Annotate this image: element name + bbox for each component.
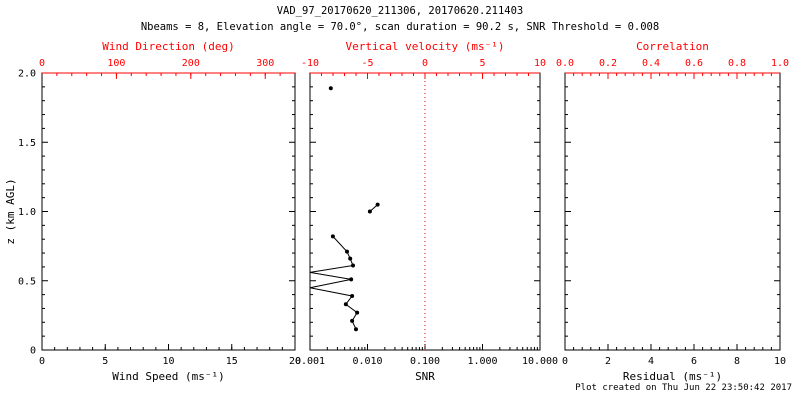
x-axis-top-snr: -10 -5 0 5 10 bbox=[301, 58, 546, 79]
x-top-tick-label: 0.2 bbox=[599, 58, 617, 69]
x-axis-bottom-wind: 0 5 10 15 20 bbox=[39, 344, 301, 367]
x-top-tick-label: 0 bbox=[422, 58, 428, 69]
data-point bbox=[367, 209, 372, 214]
data-point bbox=[330, 234, 335, 239]
x-tick-label: 1.000 bbox=[467, 356, 497, 367]
x-tick-label: 0 bbox=[39, 356, 45, 367]
xlabel-top-residual: Correlation bbox=[636, 40, 709, 53]
data-point bbox=[350, 318, 355, 323]
data-point bbox=[328, 86, 333, 91]
snr-profile-segment bbox=[367, 202, 380, 214]
x-tick-label: 20 bbox=[289, 356, 301, 367]
panel-residual: 0 2 4 6 8 10 0.0 0.2 0.4 0.6 0.8 1.0 Residual (ms⁻¹)… bbox=[556, 40, 789, 383]
x-axis-top-residual: 0.0 0.2 0.4 0.6 0.8 1.0 bbox=[556, 58, 789, 79]
data-point bbox=[344, 249, 349, 254]
x-top-tick-label: 0.8 bbox=[728, 58, 746, 69]
y-tick-label: 0.5 bbox=[18, 276, 36, 287]
x-tick-label: 2 bbox=[605, 356, 611, 367]
panel-snr: 0.001 0.010 0.100 1.000 10.000 -10 -5 0 5 10 SNR Ve… bbox=[295, 40, 558, 383]
plot-title: VAD_97_20170620_211306, 20170620.211403 bbox=[276, 5, 524, 17]
x-top-tick-label: -5 bbox=[361, 58, 373, 69]
xlabel-top-wind: Wind Direction (deg) bbox=[102, 40, 234, 53]
data-point bbox=[348, 256, 353, 261]
x-top-tick-label: 0 bbox=[39, 58, 45, 69]
x-tick-label: 0 bbox=[562, 356, 568, 367]
x-tick-label: 8 bbox=[734, 356, 740, 367]
x-top-tick-label: 300 bbox=[256, 58, 274, 69]
data-point bbox=[350, 293, 355, 298]
snr-profile-segment bbox=[309, 234, 360, 332]
y-tick-label: 0 bbox=[30, 346, 36, 357]
y-tick-label: 1.5 bbox=[18, 138, 36, 149]
x-tick-label: 5 bbox=[102, 356, 108, 367]
data-point bbox=[355, 310, 360, 315]
profile-line bbox=[309, 236, 358, 330]
x-top-tick-label: -10 bbox=[301, 58, 319, 69]
y-axis-wind: 0 0.5 1.0 1.5 2.0 bbox=[18, 69, 295, 357]
plot-timestamp: Plot created on Thu Jun 22 23:50:42 2017 bbox=[575, 383, 792, 393]
x-tick-label: 6 bbox=[691, 356, 697, 367]
ylabel: z (km AGL) bbox=[4, 178, 17, 244]
x-top-tick-label: 5 bbox=[479, 58, 485, 69]
data-point bbox=[375, 202, 380, 207]
panel-box bbox=[41, 72, 296, 351]
x-top-tick-label: 200 bbox=[182, 58, 200, 69]
x-tick-label: 15 bbox=[226, 356, 238, 367]
panel-box bbox=[309, 72, 541, 351]
y-axis-snr bbox=[310, 72, 540, 351]
xlabel-bottom-wind: Wind Speed (ms⁻¹) bbox=[112, 370, 225, 383]
x-tick-label: 10 bbox=[162, 356, 174, 367]
y-tick-label: 2.0 bbox=[18, 69, 36, 80]
x-tick-label: 0.100 bbox=[410, 356, 440, 367]
data-point bbox=[351, 263, 356, 268]
panel-box bbox=[564, 72, 781, 351]
x-top-tick-label: 100 bbox=[107, 58, 125, 69]
y-axis-residual bbox=[565, 72, 780, 351]
xlabel-bottom-snr: SNR bbox=[415, 370, 435, 383]
x-axis-top-wind: 0 100 200 300 bbox=[39, 58, 296, 79]
x-top-tick-label: 0.0 bbox=[556, 58, 574, 69]
data-point bbox=[353, 327, 358, 332]
x-axis-bottom-snr: 0.001 0.010 0.100 1.000 10.000 bbox=[295, 344, 558, 367]
x-tick-label: 0.010 bbox=[352, 356, 382, 367]
xlabel-top-snr: Vertical velocity (ms⁻¹) bbox=[346, 40, 505, 53]
x-tick-label: 10.000 bbox=[522, 356, 558, 367]
x-top-tick-label: 10 bbox=[534, 58, 546, 69]
data-point bbox=[343, 302, 348, 307]
plot-subtitle: Nbeams = 8, Elevation angle = 70.0°, sca… bbox=[140, 21, 660, 33]
x-axis-bottom-residual: 0 2 4 6 8 10 bbox=[562, 344, 786, 367]
x-tick-label: 4 bbox=[648, 356, 654, 367]
data-point bbox=[349, 277, 354, 282]
y-tick-label: 1.0 bbox=[18, 207, 36, 218]
x-top-tick-label: 0.4 bbox=[642, 58, 660, 69]
snr-profile-segment bbox=[328, 86, 333, 91]
x-tick-label: 0.001 bbox=[295, 356, 325, 367]
x-top-tick-label: 0.6 bbox=[685, 58, 703, 69]
xlabel-bottom-residual: Residual (ms⁻¹) bbox=[623, 370, 722, 383]
x-top-tick-label: 1.0 bbox=[771, 58, 789, 69]
x-tick-label: 10 bbox=[774, 356, 786, 367]
